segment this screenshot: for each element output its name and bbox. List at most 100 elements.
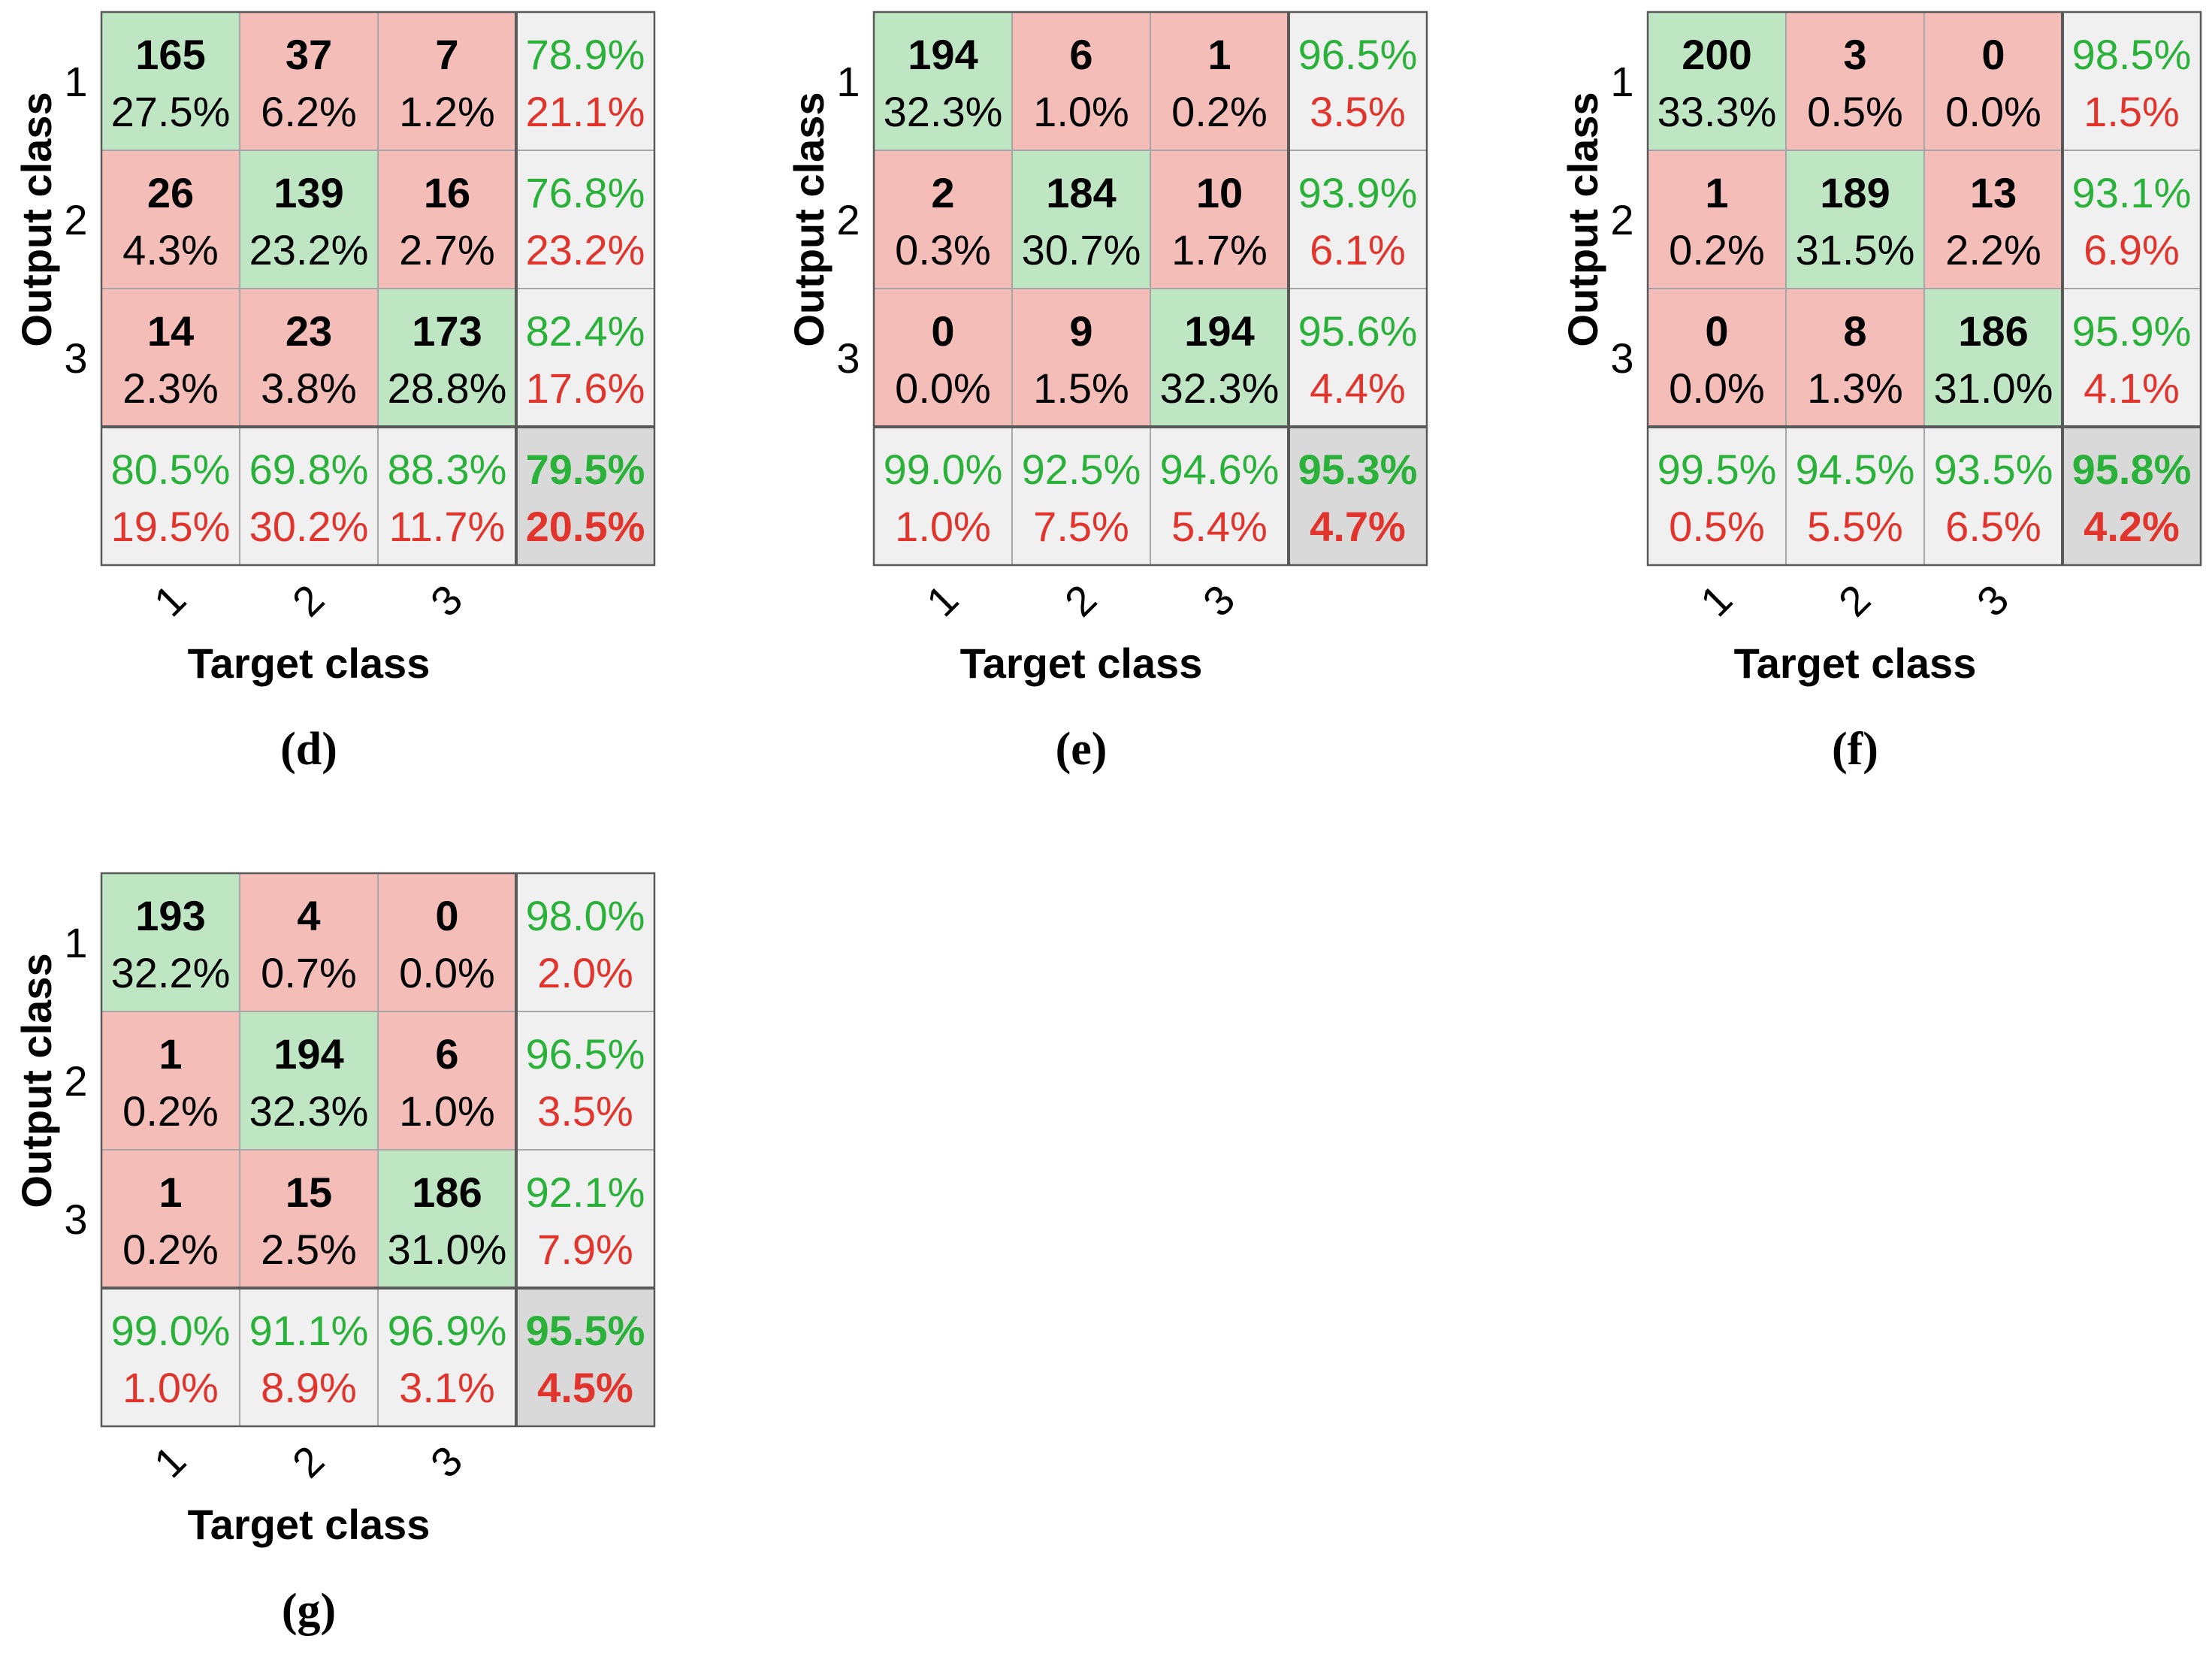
error-cell [874,289,1012,427]
row-error-rate: 3.5% [537,1087,633,1135]
error-cell [240,1150,378,1288]
cell-percent: 1.3% [1807,364,1903,412]
cell-count: 186 [412,1169,482,1216]
cell-percent: 2.3% [122,364,219,412]
confusion-matrix-panel: 165 27.5% 37 6.2% 7 1.2% 26 4.3% 139 23.2% 16 2.7% 1… [13,11,656,775]
matrix-border [100,872,656,1428]
col-error-rate: 8.9% [261,1364,357,1411]
row-tick-label: 3 [64,1196,87,1243]
error-cell [101,150,240,289]
row-correct-rate: 96.5% [1298,31,1418,78]
col-error-rate: 7.5% [1033,503,1129,550]
row-summary-cell [2062,150,2201,289]
col-summary-cell [874,427,1012,565]
cell-percent: 1.5% [1033,364,1129,412]
x-axis-title: Target class [1734,639,1977,687]
cell-percent: 31.5% [1796,226,1915,274]
cell-percent: 28.8% [388,364,507,412]
row-tick-label: 3 [64,334,87,382]
cell-count: 0 [931,307,954,355]
col-tick-label: 2 [1830,576,1880,626]
col-error-rate: 3.1% [399,1364,495,1411]
row-summary-cell [516,150,654,289]
error-cell [378,873,516,1011]
col-summary-cell [1648,427,1786,565]
confusion-matrix-panel: 194 32.3% 6 1.0% 1 0.2% 2 0.3% 184 30.7% 10 1.7% 0 0.… [785,11,1428,775]
col-error-rate: 5.5% [1807,503,1903,550]
col-summary-cell [240,1288,378,1426]
cell-count: 9 [1069,307,1092,355]
cell-count: 13 [1970,169,2017,216]
correct-cell [101,873,240,1011]
row-tick-label: 3 [1610,334,1633,382]
col-tick-label: 1 [145,1437,195,1487]
correct-cell [1924,289,2062,427]
cell-count: 8 [1843,307,1866,355]
col-correct-rate: 88.3% [388,446,507,493]
cell-percent: 0.2% [122,1087,219,1135]
col-tick-label: 2 [283,1437,334,1487]
error-cell [240,12,378,150]
correct-cell [240,1011,378,1150]
panel-caption: (g) [282,1585,336,1636]
row-error-rate: 6.1% [1310,226,1406,274]
error-cell [101,1150,240,1288]
cell-percent: 0.0% [399,949,495,996]
correct-cell [378,1150,516,1288]
cell-count: 0 [1705,307,1728,355]
cell-count: 6 [1069,31,1092,78]
cell-percent: 0.2% [122,1226,219,1273]
cell-count: 4 [297,892,320,939]
row-summary-cell [516,873,654,1011]
cell-count: 1 [1705,169,1728,216]
row-summary-cell [516,1150,654,1288]
col-tick-label: 1 [1691,576,1742,626]
row-error-rate: 3.5% [1310,88,1406,135]
correct-cell [1648,12,1786,150]
overall-error: 4.5% [537,1364,633,1411]
row-correct-rate: 92.1% [526,1169,645,1216]
col-tick-label: 3 [1194,576,1244,626]
error-cell [1924,150,2062,289]
error-cell [101,289,240,427]
row-summary-cell [2062,289,2201,427]
matrix-border [1646,11,2202,567]
overall-error: 20.5% [526,503,645,550]
cell-percent: 32.3% [1160,364,1280,412]
overall-accuracy: 79.5% [526,446,645,493]
cell-percent: 0.5% [1807,88,1903,135]
col-tick-label: 1 [917,576,968,626]
row-tick-label: 3 [836,334,860,382]
panel-caption: (d) [280,724,337,775]
correct-cell [240,150,378,289]
col-summary-cell [1924,427,2062,565]
row-correct-rate: 76.8% [526,169,645,216]
cell-percent: 0.7% [261,949,357,996]
cell-count: 0 [1981,31,2005,78]
row-error-rate: 23.2% [526,226,645,274]
cell-percent: 0.0% [1669,364,1765,412]
col-summary-cell [101,1288,240,1426]
cell-count: 193 [135,892,205,939]
error-cell [874,150,1012,289]
row-tick-label: 1 [836,58,860,105]
row-summary-cell [1289,150,1427,289]
col-correct-rate: 99.5% [1657,446,1777,493]
row-summary-cell [516,1011,654,1150]
cell-percent: 0.0% [895,364,991,412]
cell-count: 194 [908,31,978,78]
col-correct-rate: 96.9% [388,1307,507,1354]
cell-count: 3 [1843,31,1866,78]
row-correct-rate: 98.5% [2072,31,2192,78]
cell-count: 200 [1682,31,1751,78]
row-correct-rate: 78.9% [526,31,645,78]
overall-accuracy: 95.5% [526,1307,645,1354]
row-correct-rate: 96.5% [526,1030,645,1078]
cell-percent: 0.2% [1669,226,1765,274]
x-axis-title: Target class [960,639,1203,687]
col-correct-rate: 80.5% [111,446,231,493]
overall-cell [516,1288,654,1426]
cell-percent: 0.2% [1171,88,1268,135]
row-correct-rate: 98.0% [526,892,645,939]
